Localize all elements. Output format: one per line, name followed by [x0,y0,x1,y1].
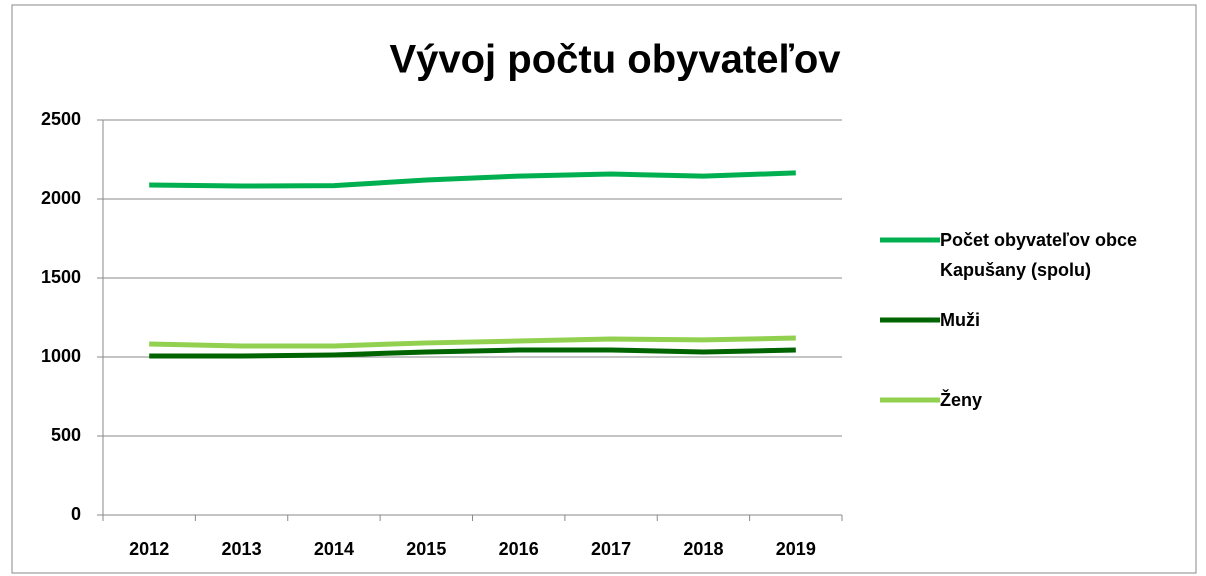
y-tick-label: 2000 [41,188,81,208]
y-tick-label: 0 [71,504,81,524]
x-tick-label: 2013 [222,539,262,559]
x-tick-label: 2019 [776,539,816,559]
chart-border [11,4,1197,574]
legend-label: Ženy [940,390,983,410]
x-tick-label: 2016 [499,539,539,559]
series-line [149,335,796,349]
x-tick-label: 2017 [591,539,631,559]
y-tick-label: 1000 [41,346,81,366]
legend-label: Počet obyvateľov obce Kapušany (spolu) [940,230,1137,280]
series-line [149,170,796,189]
x-tick-label: 2014 [314,539,354,559]
legend-label: Muži [940,310,980,330]
y-tick-label: 1500 [41,267,81,287]
y-tick-label: 500 [51,425,81,445]
x-tick-label: 2015 [406,539,446,559]
series-line [149,347,796,359]
y-tick-label: 2500 [41,109,81,129]
chart-title: Vývoj počtu obyvateľov [389,38,841,82]
x-tick-label: 2012 [129,539,169,559]
x-tick-label: 2018 [683,539,723,559]
